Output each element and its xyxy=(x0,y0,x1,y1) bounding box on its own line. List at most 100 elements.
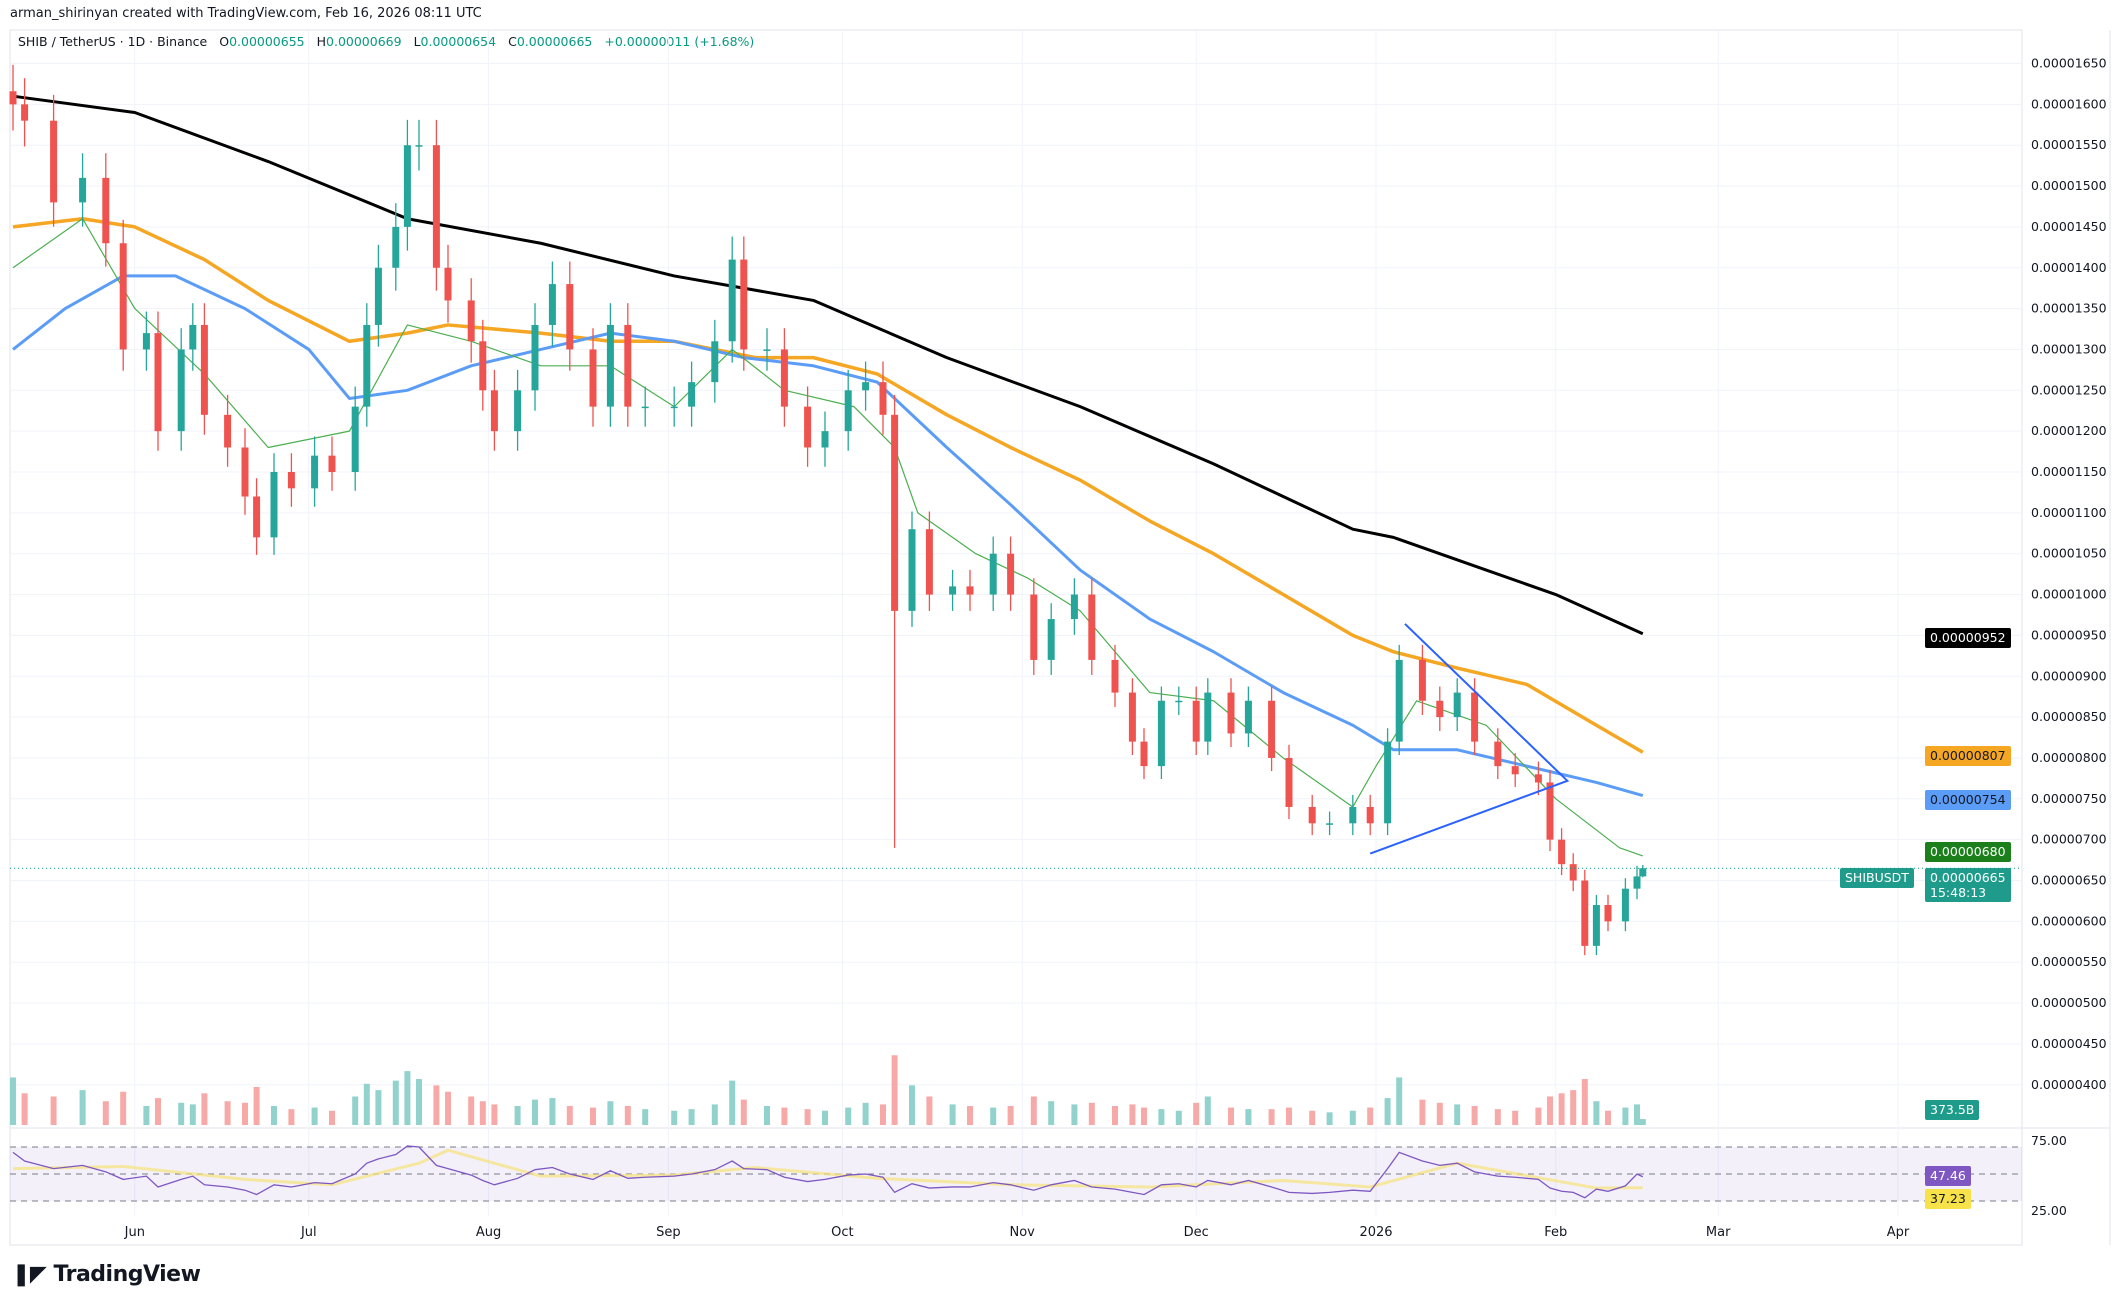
price-tick-label: 0.00000850 xyxy=(2031,709,2107,724)
candle-body xyxy=(189,324,197,350)
volume-bar xyxy=(549,1098,556,1125)
candle-body xyxy=(624,324,632,407)
volume-bar xyxy=(1048,1101,1055,1125)
volume-bar xyxy=(50,1096,57,1125)
volume-bar xyxy=(1622,1107,1629,1125)
candle-body xyxy=(589,349,597,407)
volume-bar xyxy=(642,1109,649,1125)
volume-bar xyxy=(1175,1110,1182,1125)
volume-bar xyxy=(590,1107,596,1125)
volume-bar xyxy=(1030,1096,1037,1125)
candle-body xyxy=(490,390,498,432)
candle-body xyxy=(479,341,487,391)
volume-bar xyxy=(880,1104,886,1125)
candle-body xyxy=(641,406,649,409)
volume-bar xyxy=(1007,1105,1014,1125)
candle-body xyxy=(1604,905,1612,922)
volume-label: 373.5B xyxy=(1925,1100,1980,1120)
volume-bar xyxy=(1112,1105,1118,1125)
volume-bar xyxy=(1204,1096,1211,1125)
candle-body xyxy=(862,382,870,391)
candle-body xyxy=(119,243,127,350)
tradingview-logo[interactable]: ❚◤ TradingView xyxy=(12,1262,201,1287)
volume-bar xyxy=(21,1093,28,1125)
volume-bar xyxy=(1158,1109,1165,1125)
volume-bar xyxy=(1634,1104,1640,1125)
volume-bar xyxy=(201,1093,208,1125)
price-tick-label: 0.00000450 xyxy=(2031,1036,2107,1051)
rsi-ma-value-label: 37.23 xyxy=(1925,1189,1971,1209)
volume-bar xyxy=(1454,1104,1461,1125)
time-tick-label: Dec xyxy=(1184,1225,1209,1240)
candle-body xyxy=(804,406,812,448)
volume-bar xyxy=(271,1105,277,1125)
volume-bar xyxy=(532,1099,538,1125)
close-label: C xyxy=(508,34,517,49)
candle-body xyxy=(1007,553,1015,595)
candle-body xyxy=(1204,692,1212,742)
volume-bar xyxy=(1558,1093,1565,1125)
volume-bar xyxy=(1605,1110,1611,1125)
volume-bar xyxy=(711,1104,718,1125)
price-tick-label: 0.00001000 xyxy=(2031,587,2107,602)
high-value: 0.00000669 xyxy=(326,34,402,49)
candle-body xyxy=(879,382,887,415)
ma200-price-label: 0.00000952 xyxy=(1925,628,2011,648)
candle-body xyxy=(142,333,150,350)
price-tick-label: 0.00000950 xyxy=(2031,627,2107,642)
volume-bar xyxy=(1286,1107,1292,1125)
price-tick-label: 0.00001400 xyxy=(2031,260,2107,275)
price-tick-label: 0.00001300 xyxy=(2031,341,2107,356)
volume-bar xyxy=(804,1109,811,1125)
candle-body xyxy=(1395,659,1403,742)
candle-body xyxy=(1070,594,1078,620)
candle-body xyxy=(514,390,522,432)
volume-bar xyxy=(764,1105,770,1125)
volume-bar xyxy=(781,1107,788,1125)
price-tick-label: 0.00001350 xyxy=(2031,301,2107,316)
volume-bar xyxy=(224,1101,231,1125)
volume-bar xyxy=(311,1107,318,1125)
candle-body xyxy=(1494,741,1502,767)
candle-body xyxy=(688,382,696,407)
price-tick-label: 0.00000900 xyxy=(2031,668,2107,683)
candle-body xyxy=(1581,880,1589,946)
volume-bar xyxy=(242,1102,248,1125)
open-label: O xyxy=(219,34,230,49)
volume-bar xyxy=(468,1096,475,1125)
candle-body xyxy=(311,455,319,489)
symbol-legend: SHIB / TetherUS · 1D · Binance O 0.000006… xyxy=(18,34,754,49)
candle-body xyxy=(1244,700,1252,734)
change-value: +0.00000011 (+1.68%) xyxy=(604,34,755,49)
volume-bar xyxy=(178,1102,185,1125)
volume-bar xyxy=(189,1104,196,1125)
time-tick-label: Apr xyxy=(1887,1225,1910,1240)
close-value: 0.00000665 xyxy=(516,34,593,49)
volume-bar xyxy=(1384,1098,1391,1125)
volume-bar xyxy=(1419,1099,1426,1125)
candle-body xyxy=(432,145,440,268)
volume-bar xyxy=(329,1110,335,1125)
volume-bar xyxy=(1570,1090,1577,1125)
candle-body xyxy=(374,267,382,325)
price-tick-label: 0.00000650 xyxy=(2031,873,2107,888)
rsi-value-label: 47.46 xyxy=(1925,1166,1971,1186)
ma100-line xyxy=(12,216,1644,754)
candle-body xyxy=(287,472,295,489)
volume-bar xyxy=(990,1107,997,1125)
candle-body xyxy=(949,586,957,595)
symbol-title[interactable]: SHIB / TetherUS · 1D · Binance xyxy=(18,34,208,49)
candle-body xyxy=(467,300,475,342)
volume-bar xyxy=(433,1085,440,1125)
price-tick-label: 0.00001500 xyxy=(2031,178,2107,193)
candle-body xyxy=(1546,782,1554,840)
candle-body xyxy=(908,529,916,611)
candle-body xyxy=(1326,823,1334,825)
candle-body xyxy=(1633,876,1641,889)
candle-body xyxy=(1111,659,1119,693)
candle-body xyxy=(1418,659,1426,701)
volume-bar xyxy=(416,1079,422,1125)
ma50-price-label: 0.00000754 xyxy=(1925,790,2011,810)
time-tick-label: Sep xyxy=(656,1225,681,1240)
